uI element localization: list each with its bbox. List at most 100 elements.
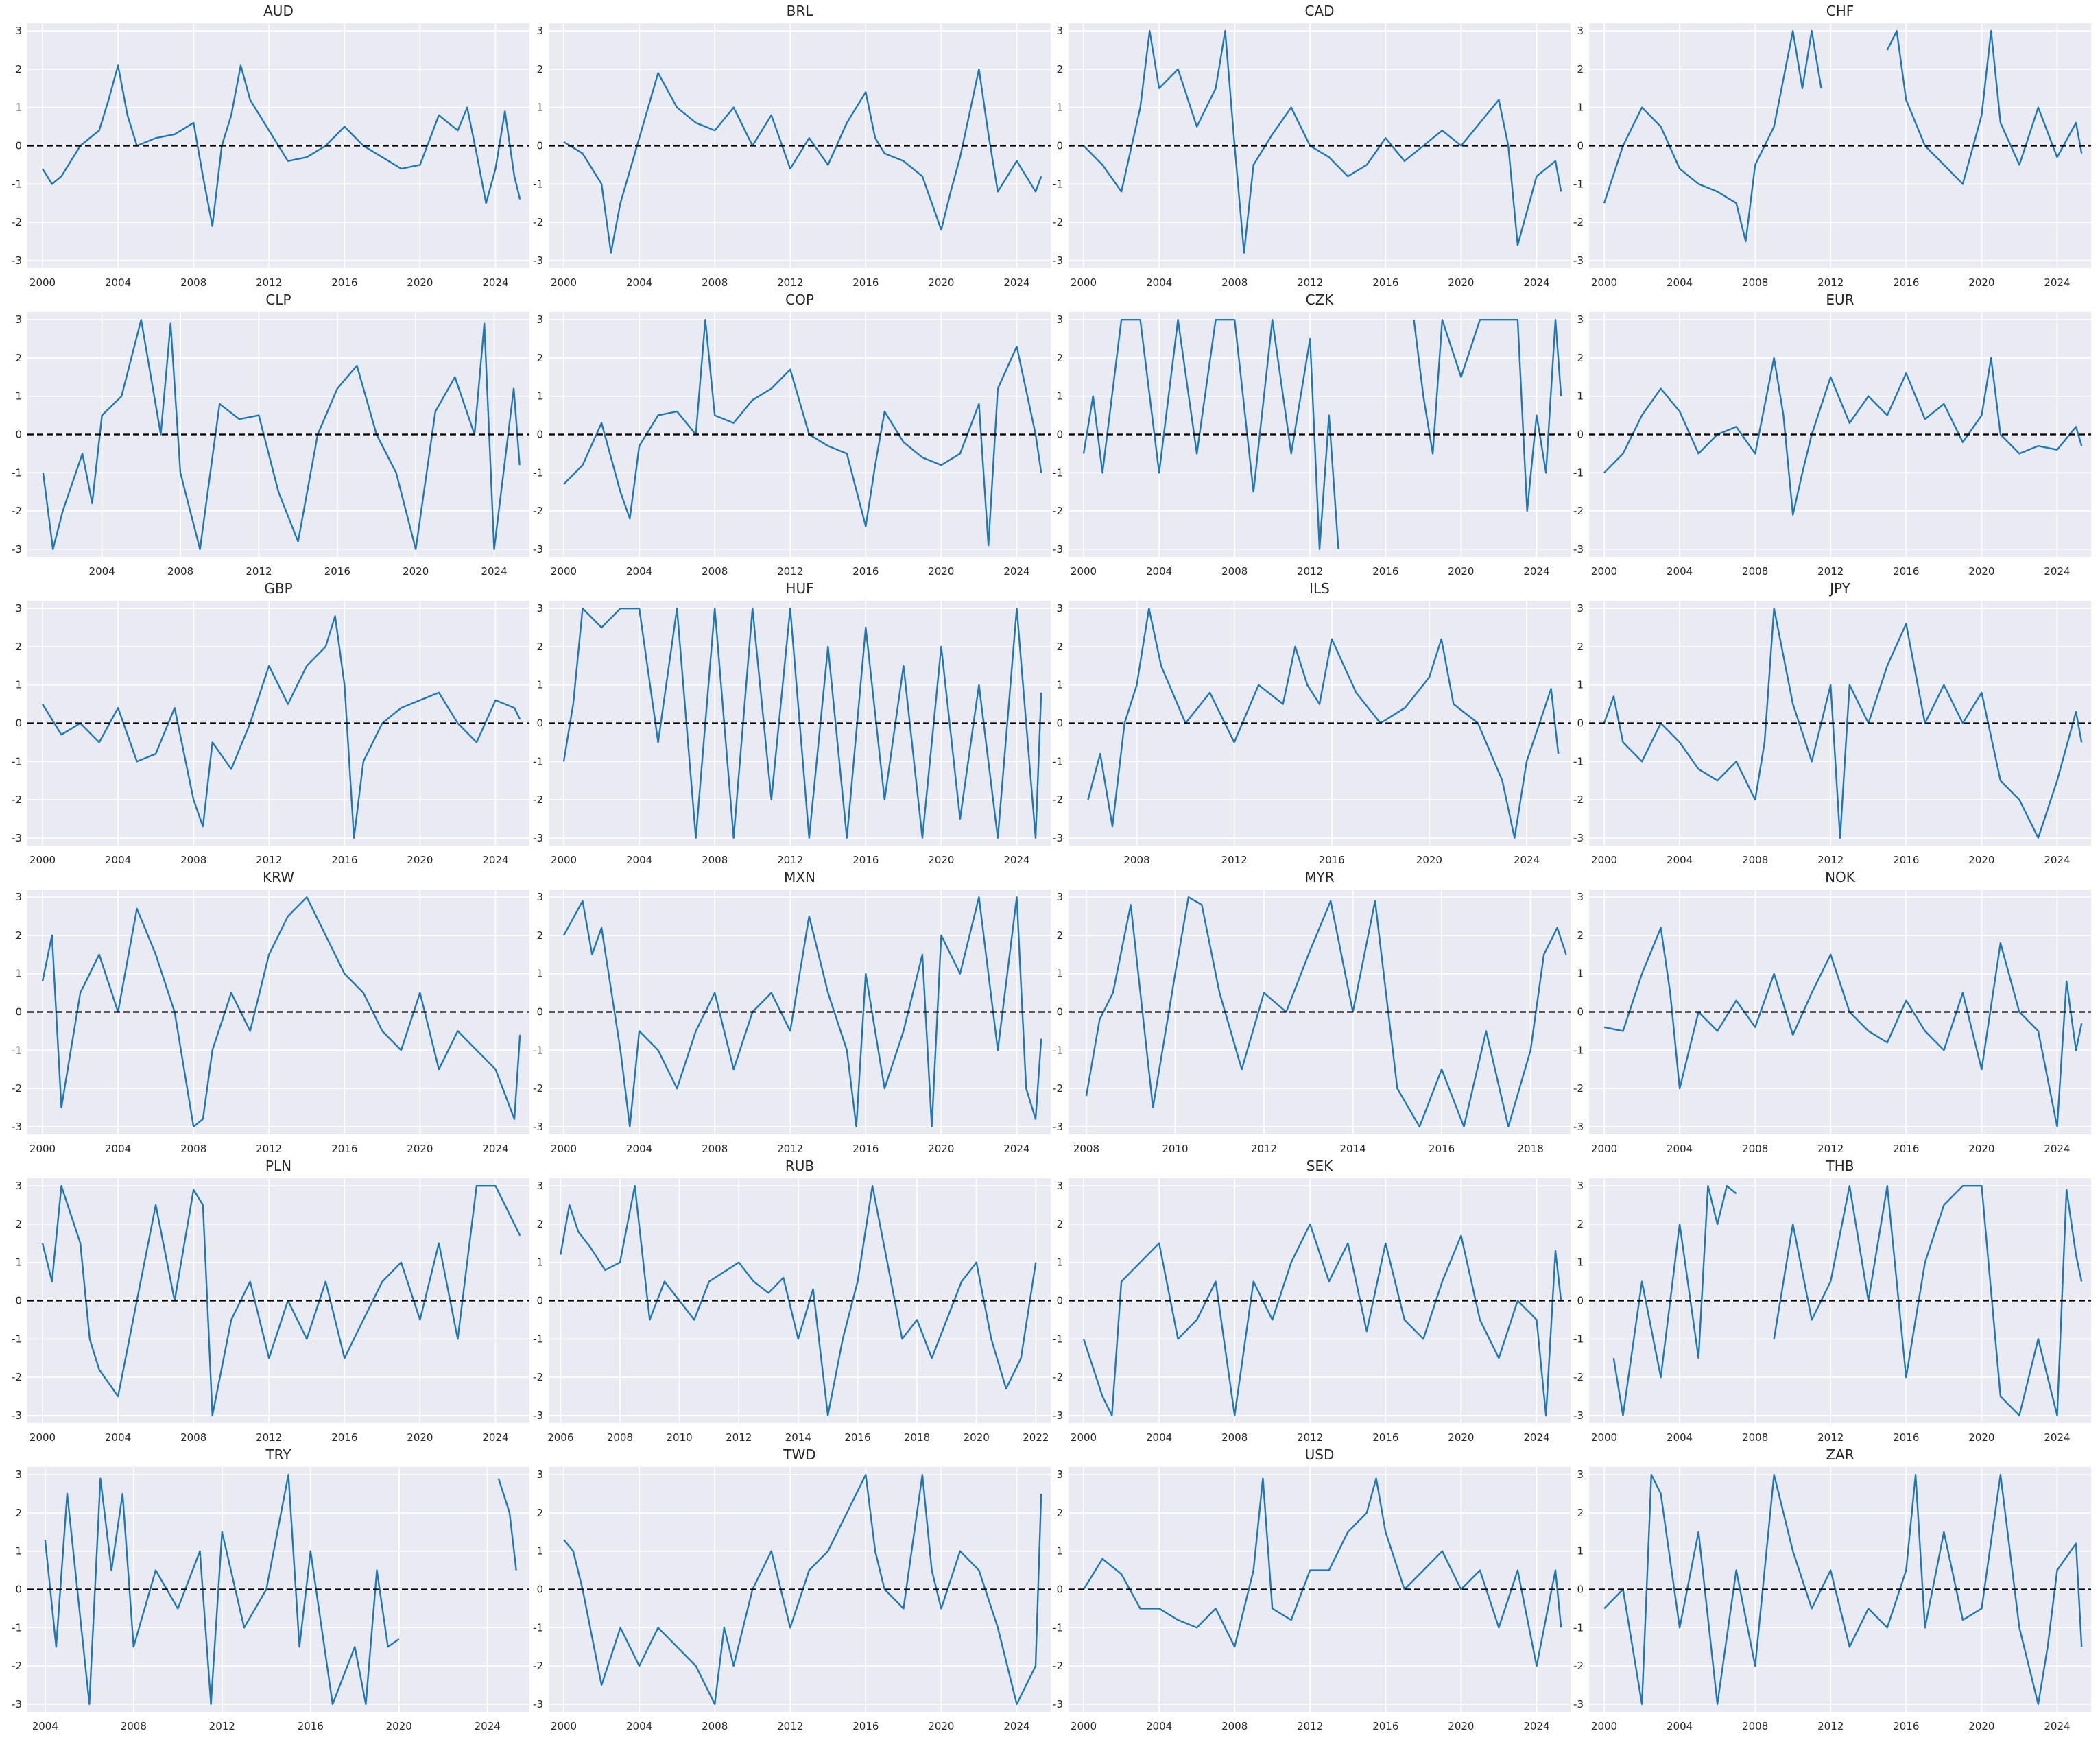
x-tick-label: 2008 — [167, 565, 193, 577]
y-tick-label: 0 — [15, 1584, 22, 1596]
x-tick-label: 2008 — [1742, 565, 1768, 577]
y-tick-label: 2 — [536, 641, 543, 653]
x-tick-label: 2020 — [964, 1431, 990, 1444]
chart-svg: NOK -3 -2 -1 0 1 2 3 2000 2004 2008 2012 2016 2020 202… — [1573, 869, 2091, 1155]
y-tick-label: -1 — [533, 466, 543, 479]
y-tick-label: -3 — [533, 543, 543, 556]
x-tick-label: 2012 — [726, 1431, 752, 1444]
chart-title: PLN — [265, 1158, 291, 1174]
y-tick-label: -2 — [1573, 216, 1584, 228]
x-tick-label: 2020 — [1448, 565, 1474, 577]
y-tick-label: -2 — [533, 794, 543, 806]
y-tick-label: -3 — [533, 1409, 543, 1422]
x-tick-label: 2012 — [256, 276, 282, 289]
chart-svg: TRY -3 -2 -1 0 1 2 3 2004 2008 2012 2016 2020 2024 — [12, 1446, 529, 1732]
y-tick-label: 0 — [1056, 429, 1063, 441]
y-tick-label: 3 — [536, 1468, 543, 1481]
chart-title: KRW — [263, 869, 294, 885]
x-tick-label: 2000 — [1071, 1720, 1097, 1732]
y-tick-label: 0 — [1577, 140, 1584, 152]
y-tick-label: 1 — [15, 968, 22, 980]
y-tick-label: -1 — [1573, 755, 1584, 767]
chart-panel-nok: NOK -3 -2 -1 0 1 2 3 2000 2004 2008 2012 2016 2020 202… — [1562, 866, 2091, 1165]
x-tick-label: 2016 — [1893, 565, 1919, 577]
x-tick-label: 2012 — [246, 565, 272, 577]
x-tick-label: 2024 — [1003, 1720, 1029, 1732]
y-tick-label: 3 — [1056, 891, 1063, 903]
x-tick-label: 2004 — [1667, 276, 1693, 289]
x-tick-label: 2024 — [1003, 276, 1029, 289]
y-tick-label: 0 — [536, 1584, 543, 1596]
x-tick-label: 2024 — [1003, 565, 1029, 577]
x-tick-label: 2016 — [1893, 276, 1919, 289]
y-tick-label: 0 — [536, 1006, 543, 1018]
y-tick-label: 0 — [536, 429, 543, 441]
y-tick-label: -3 — [12, 1121, 22, 1133]
y-tick-label: -1 — [12, 178, 22, 190]
x-tick-label: 2016 — [852, 1720, 879, 1732]
y-tick-label: -2 — [12, 794, 22, 806]
series-line — [1082, 1223, 1562, 1416]
series-line — [1087, 608, 1560, 839]
y-tick-label: 3 — [15, 1180, 22, 1192]
x-tick-label: 2008 — [1742, 276, 1768, 289]
y-tick-label: 0 — [1056, 1006, 1063, 1018]
y-tick-label: 3 — [536, 602, 543, 615]
x-tick-label: 2024 — [482, 1431, 508, 1444]
y-tick-label: 1 — [536, 679, 543, 691]
y-tick-label: -1 — [1573, 178, 1584, 190]
x-tick-label: 2000 — [1591, 1720, 1617, 1732]
x-tick-label: 2004 — [32, 1720, 58, 1732]
y-tick-label: 1 — [15, 102, 22, 114]
y-tick-label: 0 — [1577, 717, 1584, 730]
series-line — [1612, 1185, 2083, 1416]
y-tick-label: 1 — [1577, 1545, 1584, 1558]
y-tick-label: 3 — [536, 25, 543, 37]
x-tick-label: 2020 — [928, 565, 954, 577]
x-tick-label: 2012 — [777, 276, 803, 289]
chart-svg: CHF -3 -2 -1 0 1 2 3 2000 2004 2008 2012 2016 2020 202… — [1573, 3, 2091, 289]
chart-svg: MXN -3 -2 -1 0 1 2 3 2000 2004 2008 2012 2016 2020 202… — [533, 869, 1051, 1155]
x-tick-label: 2008 — [121, 1720, 147, 1732]
y-tick-label: -3 — [1573, 1121, 1584, 1133]
y-tick-label: 3 — [15, 602, 22, 615]
y-tick-label: 1 — [15, 1256, 22, 1269]
x-tick-label: 2020 — [1448, 276, 1474, 289]
x-tick-label: 2000 — [1591, 854, 1617, 866]
chart-panel-zar: ZAR -3 -2 -1 0 1 2 3 2000 2004 2008 2012 2016 2020 202… — [1562, 1444, 2091, 1742]
y-tick-label: 2 — [1056, 929, 1063, 942]
chart-title: RUB — [785, 1158, 814, 1174]
x-tick-label: 2004 — [105, 276, 131, 289]
y-tick-label: -2 — [1573, 505, 1584, 517]
y-tick-label: 2 — [15, 352, 22, 364]
x-tick-label: 2004 — [1146, 1720, 1172, 1732]
y-tick-label: -2 — [1573, 794, 1584, 806]
x-tick-label: 2016 — [844, 1431, 870, 1444]
x-tick-label: 2020 — [407, 1143, 433, 1155]
series-line — [562, 896, 1042, 1127]
chart-svg: ZAR -3 -2 -1 0 1 2 3 2000 2004 2008 2012 2016 2020 202… — [1573, 1446, 2091, 1732]
x-tick-label: 2024 — [1523, 1431, 1549, 1444]
y-tick-label: 0 — [1056, 1295, 1063, 1307]
y-tick-label: 2 — [1056, 352, 1063, 364]
y-tick-label: 3 — [1056, 25, 1063, 37]
chart-title: USD — [1305, 1446, 1335, 1463]
x-tick-label: 2016 — [1893, 1143, 1919, 1155]
chart-svg: JPY -3 -2 -1 0 1 2 3 2000 2004 2008 2012 2016 2020 202… — [1573, 580, 2091, 866]
y-tick-label: -2 — [533, 216, 543, 228]
y-tick-label: 2 — [1577, 63, 1584, 75]
chart-title: ZAR — [1826, 1446, 1854, 1463]
y-tick-label: -1 — [1053, 1044, 1063, 1056]
x-tick-label: 2008 — [702, 1143, 728, 1155]
x-tick-label: 2016 — [852, 565, 879, 577]
y-tick-label: -1 — [1573, 466, 1584, 479]
x-tick-label: 2000 — [551, 1720, 577, 1732]
x-tick-label: 2004 — [105, 1431, 131, 1444]
y-tick-label: 2 — [536, 929, 543, 942]
y-tick-label: -3 — [533, 1698, 543, 1710]
x-tick-label: 2008 — [1221, 565, 1248, 577]
y-tick-label: 0 — [15, 717, 22, 730]
chart-svg: THB -3 -2 -1 0 1 2 3 2000 2004 2008 2012 2016 2020 202… — [1573, 1158, 2091, 1444]
x-tick-label: 2020 — [1968, 1143, 1994, 1155]
